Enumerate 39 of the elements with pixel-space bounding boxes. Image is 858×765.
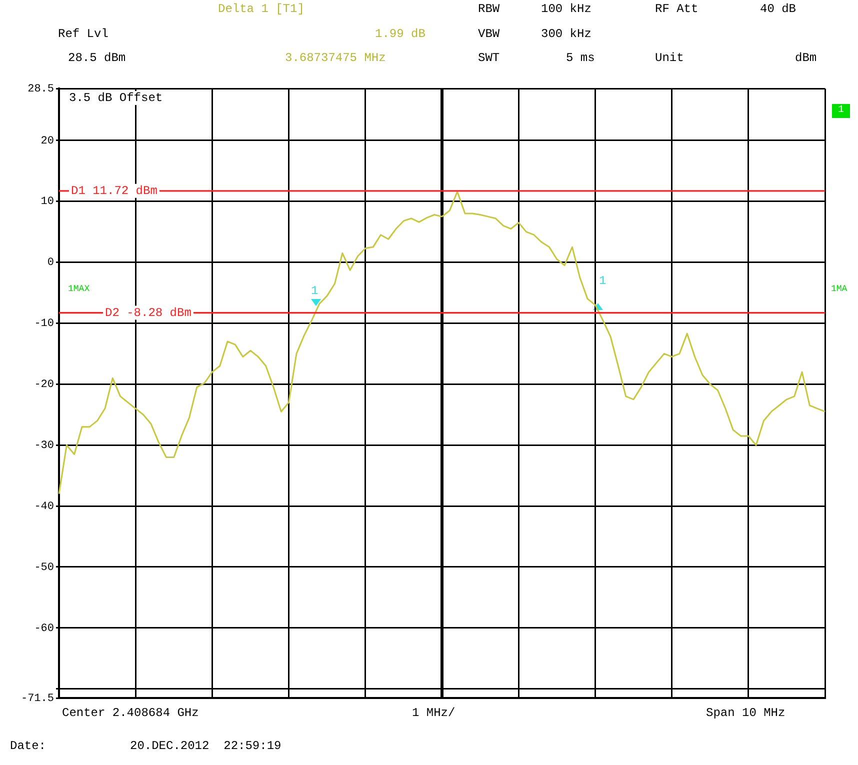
text: 1MA [831,283,848,296]
ref-line-label: D2 -8.28 dBm [105,306,192,320]
text: SWT [478,51,500,65]
text: 1 MHz/ [412,706,456,720]
text: RF Att [655,2,698,16]
annotation: 3.5 dB Offset [68,91,164,105]
text: Delta 1 [T1] [218,2,304,16]
y-tick-label: 20 [40,135,54,148]
y-tick-label: 0 [47,257,54,270]
text: Unit [655,51,684,65]
y-tick-label: -30 [34,440,54,452]
text: Date: [10,739,46,753]
y-tick-label: -10 [34,318,54,330]
y-tick-label: -60 [34,622,54,635]
text: 100 kHz [541,2,592,16]
text: 5 ms [566,51,595,65]
y-tick-label: -71.5 [20,692,54,705]
text: 40 dB [760,2,796,16]
text: 20.DEC.2012 22:59:19 [130,739,282,753]
text: 1.99 dB [375,27,426,41]
annotation: 1MAX [68,283,90,296]
text: RBW [478,2,500,16]
text: dBm [795,51,817,65]
y-tick-label: 10 [40,196,54,208]
text: Ref Lvl [58,27,108,41]
y-tick-label: -50 [34,562,54,574]
text: VBW [478,27,500,41]
text: 300 kHz [541,27,592,41]
y-tick-label: 28.5 [28,84,54,96]
annotation: 1 [598,274,608,288]
text: 3.68737475 MHz [285,51,386,65]
text: Span 10 MHz [706,706,786,720]
y-tick-label: -20 [34,379,54,392]
text: 28.5 dBm [68,51,126,65]
ref-line-label: D1 11.72 dBm [71,184,158,198]
annotation: 1 [311,284,318,298]
text: Center 2.408684 GHz [62,706,199,720]
y-tick-label: -40 [34,500,54,513]
text: 1 [832,104,850,118]
